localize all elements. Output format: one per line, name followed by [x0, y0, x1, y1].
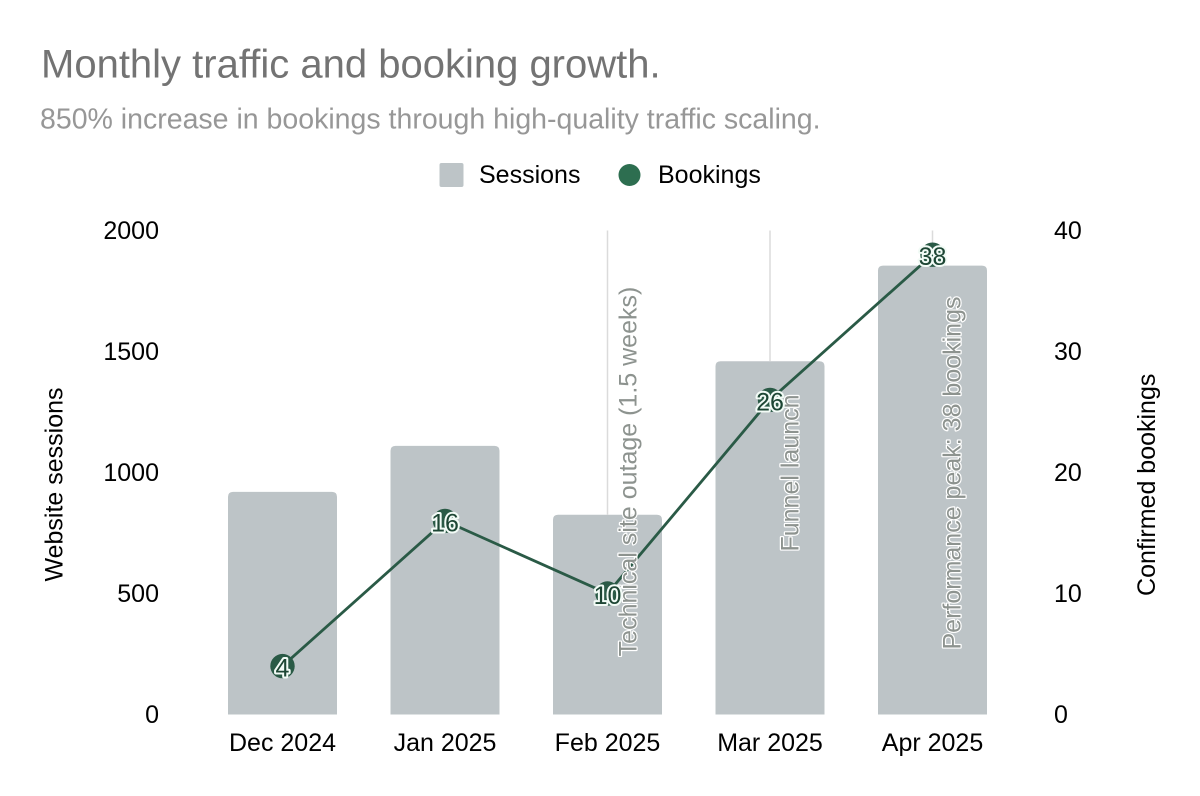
- svg-text:40: 40: [1054, 217, 1082, 245]
- svg-text:Website sessions: Website sessions: [41, 387, 69, 581]
- svg-text:Dec 2024: Dec 2024: [229, 729, 336, 757]
- svg-text:16: 16: [431, 509, 459, 537]
- svg-text:0: 0: [1054, 701, 1068, 729]
- svg-text:1500: 1500: [103, 338, 159, 366]
- svg-text:2000: 2000: [103, 217, 159, 245]
- svg-text:Mar 2025: Mar 2025: [717, 729, 823, 757]
- svg-text:Jan 2025: Jan 2025: [394, 729, 497, 757]
- svg-text:Confirmed bookings: Confirmed bookings: [1133, 374, 1161, 596]
- svg-text:500: 500: [117, 580, 159, 608]
- svg-text:Sessions: Sessions: [479, 161, 580, 189]
- svg-text:26: 26: [756, 388, 784, 416]
- svg-text:Funnel launch: Funnel launch: [777, 394, 805, 551]
- svg-text:20: 20: [1054, 459, 1082, 487]
- svg-text:30: 30: [1054, 338, 1082, 366]
- svg-text:Technical site outage (1.5 wee: Technical site outage (1.5 weeks): [615, 287, 643, 657]
- svg-text:10: 10: [594, 582, 622, 610]
- svg-text:Performance peak: 38 bookings: Performance peak: 38 bookings: [939, 297, 967, 650]
- svg-text:Feb 2025: Feb 2025: [555, 729, 661, 757]
- svg-text:Bookings: Bookings: [658, 161, 761, 189]
- svg-text:1000: 1000: [103, 459, 159, 487]
- svg-text:38: 38: [919, 243, 947, 271]
- svg-text:10: 10: [1054, 580, 1082, 608]
- svg-text:Apr 2025: Apr 2025: [882, 729, 983, 757]
- svg-text:0: 0: [145, 701, 159, 729]
- svg-text:Monthly traffic and booking gr: Monthly traffic and booking growth.: [41, 43, 661, 87]
- svg-text:850% increase in bookings thro: 850% increase in bookings through high-q…: [40, 104, 821, 136]
- svg-text:4: 4: [276, 655, 290, 683]
